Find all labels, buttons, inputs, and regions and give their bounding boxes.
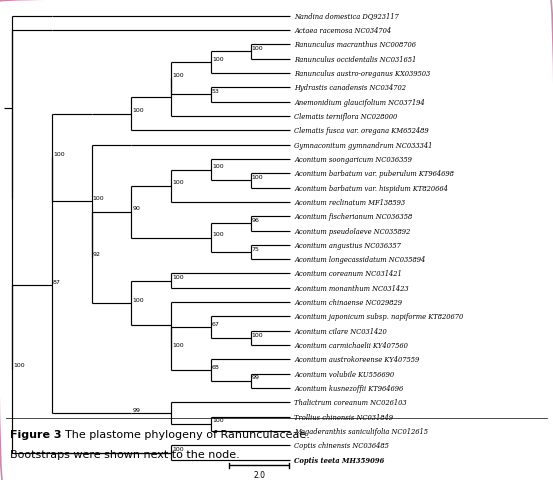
Text: 100: 100 bbox=[212, 418, 223, 422]
Text: 100: 100 bbox=[172, 446, 184, 451]
Text: 99: 99 bbox=[133, 407, 140, 412]
Text: 100: 100 bbox=[172, 343, 184, 348]
Text: Megaderanthis saniculifolia NC012615: Megaderanthis saniculifolia NC012615 bbox=[294, 427, 428, 435]
Text: Aconitum pseudolaeve NC035892: Aconitum pseudolaeve NC035892 bbox=[294, 227, 410, 235]
Text: 99: 99 bbox=[252, 375, 260, 380]
Text: 2.0: 2.0 bbox=[253, 470, 265, 479]
Text: Nandina domestica DQ923117: Nandina domestica DQ923117 bbox=[294, 12, 399, 21]
Text: Aconitum barbatum var. hispidum KT820664: Aconitum barbatum var. hispidum KT820664 bbox=[294, 184, 448, 192]
Text: 100: 100 bbox=[212, 164, 223, 169]
Text: Aconitum fischerianum NC036358: Aconitum fischerianum NC036358 bbox=[294, 213, 413, 221]
Text: 100: 100 bbox=[172, 73, 184, 78]
Text: 100: 100 bbox=[172, 275, 184, 280]
Text: 100: 100 bbox=[212, 57, 223, 61]
Text: Aconitum barbatum var. puberulum KT964698: Aconitum barbatum var. puberulum KT96469… bbox=[294, 170, 454, 178]
Text: Aconitum soongaricum NC036359: Aconitum soongaricum NC036359 bbox=[294, 156, 412, 164]
Text: The plastome phylogeny of Ranunculaceae.: The plastome phylogeny of Ranunculaceae. bbox=[58, 430, 310, 440]
Text: Ranunculus macranthus NC008706: Ranunculus macranthus NC008706 bbox=[294, 41, 416, 49]
Text: Aconitum japonicum subsp. napiforme KT820670: Aconitum japonicum subsp. napiforme KT82… bbox=[294, 313, 463, 321]
Text: 75: 75 bbox=[252, 246, 259, 251]
Text: 100: 100 bbox=[133, 108, 144, 113]
Text: Thalictrum coreanum NC026103: Thalictrum coreanum NC026103 bbox=[294, 398, 407, 407]
Text: Actaea racemosa NC034704: Actaea racemosa NC034704 bbox=[294, 27, 392, 35]
Text: 92: 92 bbox=[93, 252, 101, 256]
Text: 87: 87 bbox=[53, 279, 61, 284]
Text: Ranunculus austro-oreganus KX039503: Ranunculus austro-oreganus KX039503 bbox=[294, 70, 430, 78]
Text: Clematis terniflora NC028000: Clematis terniflora NC028000 bbox=[294, 113, 398, 120]
Text: 90: 90 bbox=[133, 206, 140, 211]
Text: 100: 100 bbox=[252, 46, 263, 51]
Text: 100: 100 bbox=[13, 363, 25, 368]
Text: 100: 100 bbox=[252, 332, 263, 337]
Text: Coptis chinensis NC036485: Coptis chinensis NC036485 bbox=[294, 442, 389, 449]
Text: 96: 96 bbox=[252, 217, 259, 222]
Text: Aconitum reclinatum MF138593: Aconitum reclinatum MF138593 bbox=[294, 198, 405, 206]
Text: 67: 67 bbox=[212, 321, 220, 326]
Text: Aconitum cilare NC031420: Aconitum cilare NC031420 bbox=[294, 327, 387, 335]
Text: Clematis fusca var. oregana KM652489: Clematis fusca var. oregana KM652489 bbox=[294, 127, 429, 135]
Text: Aconitum angustius NC036357: Aconitum angustius NC036357 bbox=[294, 241, 401, 249]
Text: 100: 100 bbox=[172, 180, 184, 185]
Text: Bootstraps were shown next to the node.: Bootstraps were shown next to the node. bbox=[10, 449, 239, 459]
Text: 100: 100 bbox=[93, 195, 105, 200]
Text: 100: 100 bbox=[133, 297, 144, 302]
Text: Aconitum volubile KU556690: Aconitum volubile KU556690 bbox=[294, 370, 394, 378]
Text: 100: 100 bbox=[252, 175, 263, 180]
Text: Gymnaconitum gymnandrum NC033341: Gymnaconitum gymnandrum NC033341 bbox=[294, 141, 432, 149]
Text: Figure 3: Figure 3 bbox=[10, 430, 61, 440]
Text: 53: 53 bbox=[212, 89, 220, 94]
Text: Anemonidium glaucifolium NC037194: Anemonidium glaucifolium NC037194 bbox=[294, 98, 425, 107]
Text: Aconitum carmichaelii KY407560: Aconitum carmichaelii KY407560 bbox=[294, 341, 408, 349]
Text: 100: 100 bbox=[212, 232, 223, 237]
Text: Coptis teeta MH359096: Coptis teeta MH359096 bbox=[294, 456, 384, 464]
Text: Aconitum kusnezoffii KT964696: Aconitum kusnezoffii KT964696 bbox=[294, 384, 404, 392]
Text: Ranunculus occidentalis NC031651: Ranunculus occidentalis NC031651 bbox=[294, 56, 416, 63]
Text: 68: 68 bbox=[212, 364, 220, 369]
Text: Aconitum coreanum NC031421: Aconitum coreanum NC031421 bbox=[294, 270, 402, 278]
Text: 100: 100 bbox=[53, 152, 65, 156]
Text: Aconitum longecassidatum NC035894: Aconitum longecassidatum NC035894 bbox=[294, 256, 425, 264]
Text: Aconitum chinaense NC029829: Aconitum chinaense NC029829 bbox=[294, 299, 402, 307]
Text: Hydrastis canadensis NC034702: Hydrastis canadensis NC034702 bbox=[294, 84, 406, 92]
Text: Aconitum austrokoreense KY407559: Aconitum austrokoreense KY407559 bbox=[294, 356, 419, 364]
Text: Aconitum monanthum NC031423: Aconitum monanthum NC031423 bbox=[294, 284, 409, 292]
Text: Trollius chinensis NC031849: Trollius chinensis NC031849 bbox=[294, 413, 393, 421]
